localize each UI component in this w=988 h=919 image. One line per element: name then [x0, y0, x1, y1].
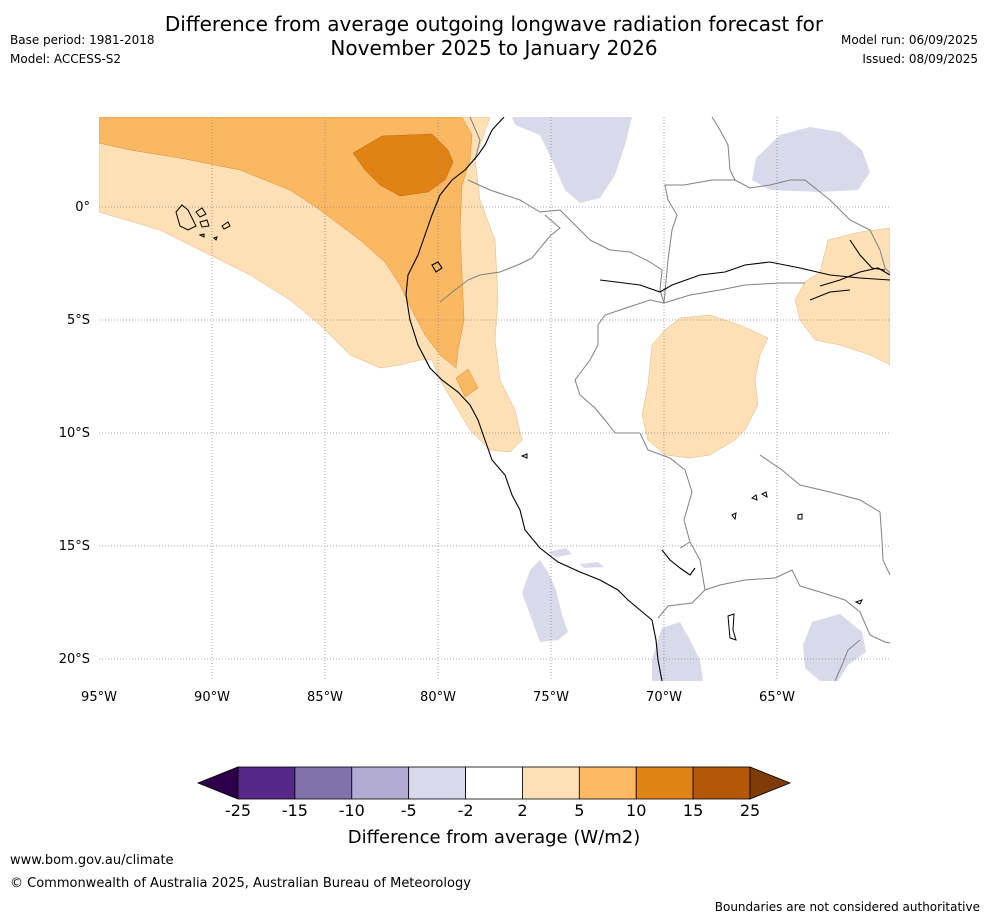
colorbar-tick-label: 2: [517, 801, 527, 820]
colorbar-tick-labels: -25 -15 -10 -5 -2 2 5 10 15 25: [225, 801, 760, 820]
anomaly-region-purple-southeast: [803, 614, 866, 681]
anomaly-region-purple-chile-coast: [522, 560, 568, 642]
boundaries-disclaimer: Boundaries are not considered authoritat…: [714, 900, 980, 914]
colorbar-tick-label: -25: [225, 801, 251, 820]
anomaly-region-purple-strip-2: [580, 562, 604, 568]
colorbar-tick-label: 15: [683, 801, 703, 820]
anomaly-region-purple-strip-1: [548, 548, 572, 557]
figure-title: Difference from average outgoing longwav…: [0, 12, 988, 60]
lon-tick-label: 95°W: [81, 690, 117, 705]
colorbar-tick-label: -15: [282, 801, 308, 820]
title-line-1: Difference from average outgoing longwav…: [164, 12, 824, 36]
colorbar-cell: [294, 766, 353, 800]
colorbar-min-arrow: [196, 766, 239, 800]
model-run-text: Model run: 06/09/2025: [840, 33, 978, 47]
colorbar: -25 -15 -10 -5 -2 2 5 10 15 25 Difference from av…: [196, 766, 792, 848]
lon-tick-label: 70°W: [646, 690, 682, 705]
website-url: www.bom.gov.au/climate: [10, 853, 174, 868]
lat-tick-label: 10°S: [59, 426, 90, 441]
anomaly-region-dark-orange: [352, 133, 454, 197]
lon-tick-label: 85°W: [307, 690, 343, 705]
lat-tick-label: 15°S: [59, 539, 90, 554]
colorbar-label: Difference from average (W/m2): [348, 827, 640, 848]
colorbar-tick-label: -5: [401, 801, 417, 820]
lat-tick-label: 0°: [75, 200, 90, 215]
colorbar-tick-label: -2: [458, 801, 474, 820]
colorbar-tick-label: -10: [339, 801, 365, 820]
colorbar-cell: [635, 766, 694, 800]
issued-text: Issued: 08/09/2025: [862, 52, 978, 66]
colorbar-cell: [522, 766, 580, 800]
colorbar-cell: [692, 766, 751, 800]
colorbar-cell: [351, 766, 410, 800]
lon-tick-label: 90°W: [194, 690, 230, 705]
lat-tick-labels: 0° 5°S 10°S 15°S 20°S: [59, 200, 90, 667]
colorbar-cell: [465, 766, 523, 800]
lon-tick-label: 80°W: [420, 690, 456, 705]
galapagos-islands: [175, 204, 231, 241]
country-borders: [439, 117, 890, 681]
colorbar-cell: [237, 766, 296, 800]
colorbar-cells: [237, 766, 751, 800]
colorbar-tick-label: 25: [740, 801, 760, 820]
anomaly-region-purple-northeast: [752, 127, 870, 192]
colorbar-max-arrow: [749, 766, 792, 800]
colorbar-tick-label: 5: [574, 801, 584, 820]
coastlines: [405, 117, 890, 681]
base-period-text: Base period: 1981-2018: [10, 33, 155, 47]
anomaly-region-light-orange-brazil: [641, 314, 769, 459]
colorbar-cell: [578, 766, 637, 800]
anomaly-region-purple-north: [512, 117, 632, 203]
lon-tick-label: 65°W: [759, 690, 795, 705]
anomaly-region-mid-orange-small: [455, 368, 479, 398]
model-text: Model: ACCESS-S2: [10, 52, 122, 66]
lakes: [520, 453, 863, 641]
copyright-text: © Commonwealth of Australia 2025, Austra…: [10, 876, 471, 891]
lat-tick-label: 20°S: [59, 652, 90, 667]
anomaly-region-purple-bolivia: [652, 622, 703, 681]
title-line-2: November 2025 to January 2026: [330, 36, 658, 60]
lat-tick-label: 5°S: [67, 313, 90, 328]
lon-tick-label: 75°W: [533, 690, 569, 705]
colorbar-cell: [408, 766, 466, 800]
colorbar-tick-label: 10: [626, 801, 646, 820]
map-area: [99, 117, 890, 681]
lon-tick-labels: 95°W 90°W 85°W 80°W 75°W 70°W 65°W: [81, 690, 795, 705]
